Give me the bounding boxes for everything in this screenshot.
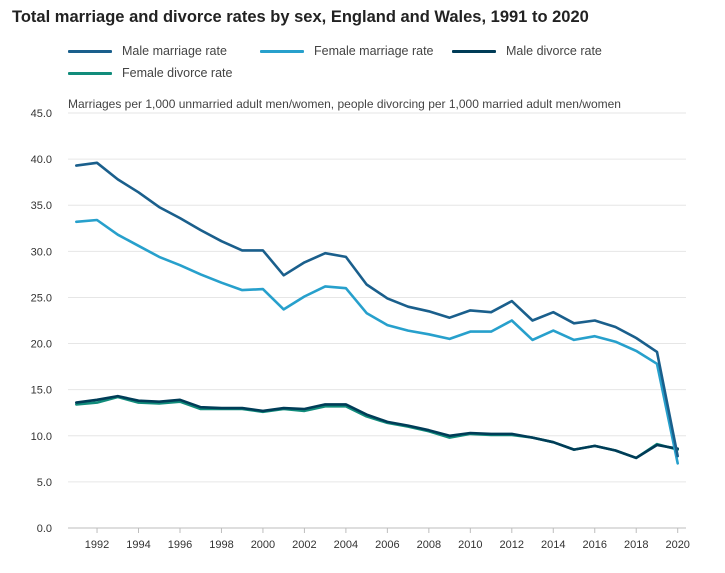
y-tick-label: 45.0 (31, 108, 52, 120)
legend-item-female-marriage: Female marriage rate (260, 44, 434, 58)
x-tick-label: 1994 (126, 539, 150, 551)
x-tick-label: 1992 (85, 539, 109, 551)
y-tick-label: 35.0 (31, 200, 52, 212)
chart-subtitle: Marriages per 1,000 unmarried adult men/… (68, 97, 621, 111)
y-tick-label: 5.0 (37, 477, 52, 489)
x-tick-label: 2016 (583, 539, 607, 551)
series-line-female-marriage-rate (75, 218, 680, 465)
series-line-male-marriage-rate (75, 161, 680, 458)
legend-label-female-divorce: Female divorce rate (122, 66, 233, 80)
legend-label-male-marriage: Male marriage rate (122, 44, 227, 58)
y-tick-label: 30.0 (31, 246, 52, 258)
x-tick-label: 1996 (168, 539, 192, 551)
legend-label-male-divorce: Male divorce rate (506, 44, 602, 58)
legend-label-female-marriage: Female marriage rate (314, 44, 434, 58)
legend-item-male-marriage: Male marriage rate (68, 44, 227, 58)
legend-swatch-male-divorce (452, 49, 496, 53)
y-tick-label: 25.0 (31, 292, 52, 304)
x-tick-label: 2014 (541, 539, 565, 551)
x-tick-label: 2000 (251, 539, 275, 551)
y-tick-label: 20.0 (31, 339, 52, 351)
y-tick-label: 40.0 (31, 154, 52, 166)
x-tick-label: 2004 (334, 539, 358, 551)
x-tick-label: 2006 (375, 539, 399, 551)
legend-item-male-divorce: Male divorce rate (452, 44, 602, 58)
x-tick-label: 2010 (458, 539, 482, 551)
x-tick-label: 2002 (292, 539, 316, 551)
legend-swatch-female-divorce (68, 71, 112, 75)
y-tick-label: 0.0 (37, 523, 52, 535)
x-tick-label: 2012 (500, 539, 524, 551)
y-tick-label: 10.0 (31, 431, 52, 443)
legend-swatch-male-marriage (68, 49, 112, 53)
x-tick-label: 2018 (624, 539, 648, 551)
y-tick-label: 15.0 (31, 385, 52, 397)
x-tick-label: 2008 (417, 539, 441, 551)
series-line-male-divorce-rate (75, 394, 680, 460)
legend-item-female-divorce: Female divorce rate (68, 66, 232, 80)
x-tick-label: 1998 (209, 539, 233, 551)
legend-swatch-female-marriage (260, 49, 304, 53)
chart-title: Total marriage and divorce rates by sex,… (12, 8, 589, 26)
x-tick-label: 2020 (665, 539, 689, 551)
series-line-female-divorce-rate (75, 395, 680, 460)
